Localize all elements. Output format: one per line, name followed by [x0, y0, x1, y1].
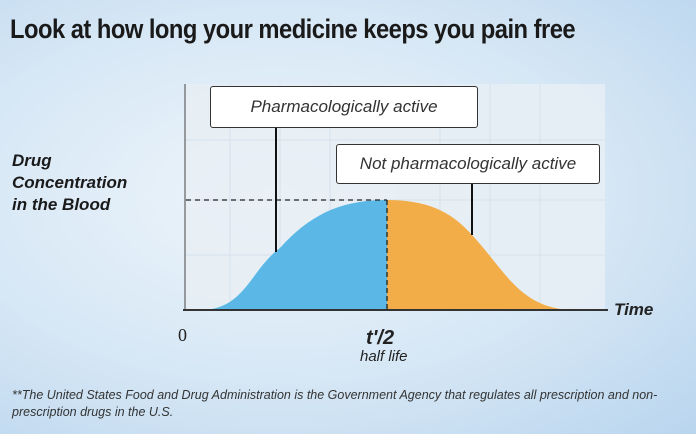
inactive-annotation: Not pharmacologically active	[336, 144, 600, 184]
inactive-area	[387, 200, 575, 310]
y-axis-label: Drug Concentration in the Blood	[12, 151, 128, 214]
active-annotation: Pharmacologically active	[210, 86, 478, 128]
x-axis-label: Time	[614, 300, 654, 319]
footnote: **The United States Food and Drug Admini…	[12, 388, 658, 419]
half-life-symbol: t'/2	[366, 327, 395, 349]
active-area	[200, 200, 387, 310]
x-origin-label: 0	[178, 325, 187, 345]
page-title: Look at how long your medicine keeps you…	[10, 14, 576, 44]
half-life-label: half life	[360, 348, 408, 365]
